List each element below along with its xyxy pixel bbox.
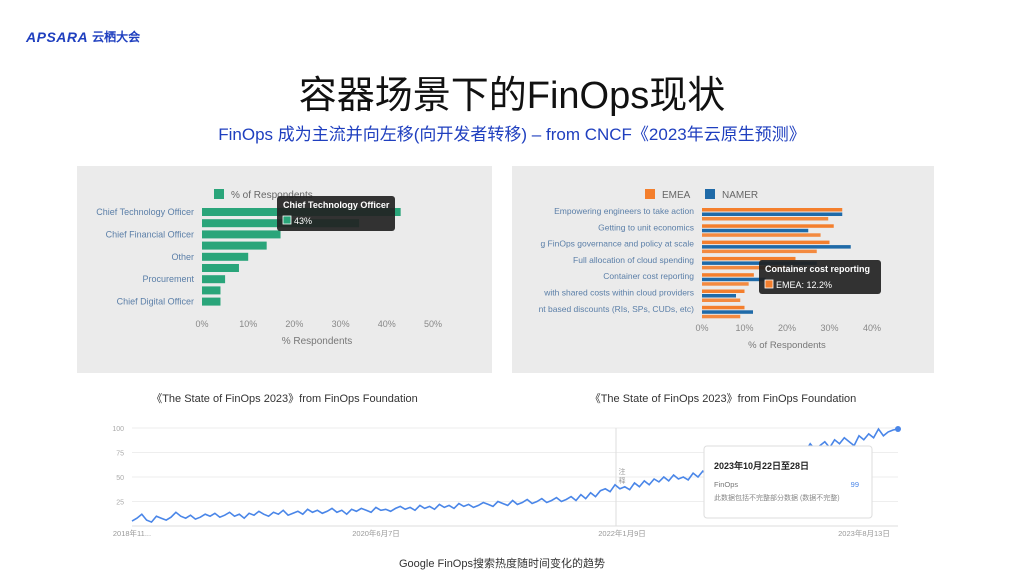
bar-emea [702,305,745,310]
logo: APSARA 云栖大会 [26,28,140,45]
bar-emea [702,233,821,237]
annotation-label: 释 [619,477,626,485]
bar [202,241,267,250]
priorities-bar-chart: EMEA NAMER Empowering engineers to take ac… [539,189,881,351]
x-tick-label: 40% [378,319,396,329]
x-tick-label: 2022年1月9日 [598,528,646,538]
bar-emea [702,265,787,270]
caption-left: 《The State of FinOps 2023》from FinOps Fo… [151,393,418,405]
tooltip-bg [703,445,873,519]
chart-panel-left: % of Respondents Chief Technology Officer… [77,166,492,373]
bar-emea [702,208,843,212]
category-label: g FinOps governance and policy at scale [540,239,694,249]
bar-emea [702,256,796,261]
logo-text-cn: 云栖大会 [92,30,141,44]
bar-emea [702,289,745,293]
x-tick-label: 0% [695,323,708,333]
x-axis-label: % Respondents [282,336,353,347]
bar-namer [702,277,766,282]
bar-emea [702,240,830,245]
legend-label-namer: NAMER [722,190,758,201]
category-label: Chief Digital Officer [117,297,194,307]
trend-endpoint [895,425,901,432]
bar-namer [702,310,753,314]
x-tick-label: 10% [239,319,257,329]
bar [202,286,221,295]
tooltip-value: 43% [294,216,312,226]
category-label: Chief Technology Officer [96,207,194,217]
caption-right: 《The State of FinOps 2023》from FinOps Fo… [589,393,857,405]
tooltip-title: Chief Technology Officer [283,200,390,210]
chart-panel-right: EMEA NAMER Empowering engineers to take ac… [512,166,934,373]
bar [202,230,281,239]
slide-title: 容器场景下的FinOps现状 [298,75,726,117]
category-label: Procurement [142,274,194,284]
x-tick-label: 2018年11... [113,528,151,538]
tooltip-value: 99 [851,480,859,489]
search-trend-line-chart: 100 75 50 25 2018年11... 2020年6月7日 2022年1月9日 202… [112,425,901,538]
trend-chart-panel: 100 75 50 25 2018年11... 2020年6月7日 2022年1月9日 202… [94,414,910,552]
x-tick-label: 30% [332,319,350,329]
bar-emea [702,224,834,228]
tooltip-series-label: FinOps [714,480,738,489]
legend-swatch [214,189,224,199]
bar-emea [702,217,829,221]
tooltip: Chief Technology Officer 43% [277,196,395,231]
legend-swatch-emea [645,189,655,199]
slide-subtitle: FinOps 成为主流并向左移(向开发者转移) – from CNCF《2023… [218,125,806,144]
tooltip: 2023年10月22日至28日 FinOps 99 此数据包括不完整部分数据 (数据不… [703,445,873,519]
bar-namer [702,228,809,233]
tooltip-bg [277,196,395,231]
y-tick-label: 100 [112,426,124,433]
x-tick-label: 20% [778,323,796,333]
x-tick-label: 0% [195,319,208,329]
category-label: Full allocation of cloud spending [573,255,694,265]
x-tick-label: 20% [285,319,303,329]
bar [202,275,226,284]
bar-emea [702,314,741,319]
x-tick-label: 50% [424,319,442,329]
bar [202,252,249,261]
tooltip: Container cost reporting EMEA: 12.2% [759,260,881,294]
legend-label-emea: EMEA [662,190,691,201]
bar-emea [702,273,754,277]
y-tick-label: 25 [116,500,124,507]
tooltip-note: 此数据包括不完整部分数据 (数据不完整) [714,493,840,502]
tooltip-title: Container cost reporting [765,264,870,274]
category-label: Chief Financial Officer [106,229,194,239]
tooltip-value: EMEA: 12.2% [776,280,832,290]
logo-mark: APSARA [26,28,89,45]
category-label: Getting to unit economics [598,222,694,232]
bar [202,264,239,272]
bar-emea [702,249,817,254]
bar-emea [702,282,749,286]
bar [202,297,221,306]
x-tick-label: 30% [820,323,838,333]
bar-namer [702,294,736,298]
category-label: nt based discounts (RIs, SPs, CUDs, etc) [539,304,695,314]
category-label: Container cost reporting [603,271,694,281]
tooltip-swatch [282,215,292,225]
tooltip-swatch [764,279,774,289]
x-tick-label: 10% [735,323,753,333]
x-tick-label: 2020年6月7日 [352,528,400,538]
tooltip-date: 2023年10月22日至28日 [714,460,809,471]
bar-namer [702,212,843,216]
annotation-label: 注 [619,467,626,476]
x-axis-label: % of Respondents [748,340,826,351]
caption-bottom: Google FinOps搜索热度随时间变化的趋势 [399,558,605,570]
legend-label: % of Respondents [231,190,313,201]
x-tick-label: 40% [863,323,881,333]
category-label: Empowering engineers to take action [554,206,694,216]
category-label: Other [171,252,194,262]
y-tick-label: 50 [116,475,124,482]
y-tick-label: 75 [116,451,124,458]
category-label: with shared costs within cloud providers [543,288,694,298]
bar-namer [702,245,851,249]
tooltip-bg [759,260,881,294]
bar-emea [702,298,741,302]
x-tick-label: 2023年8月13日 [838,528,890,538]
legend-swatch-namer [705,189,715,199]
